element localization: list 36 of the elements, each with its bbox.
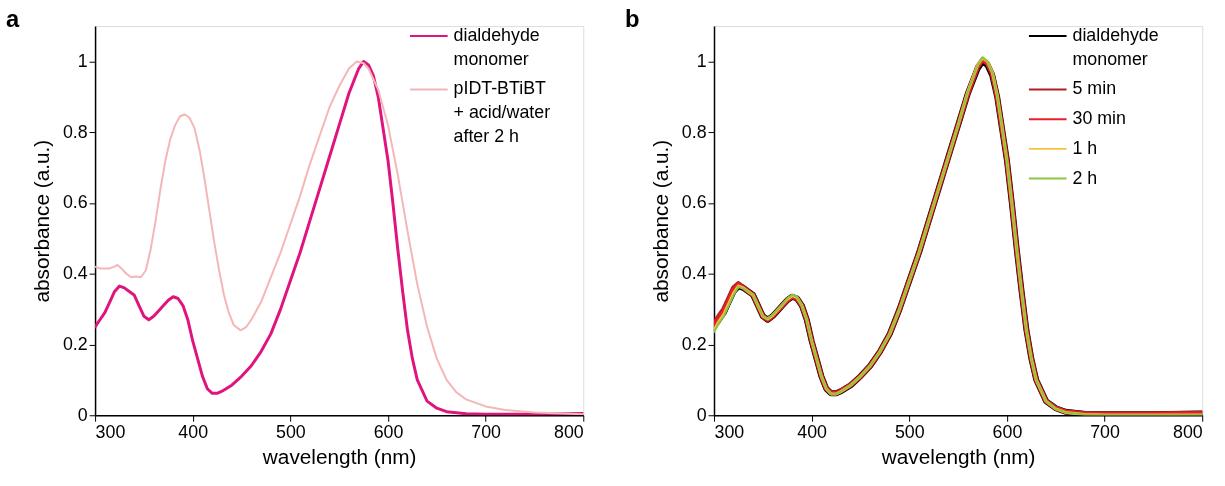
- x-tick-label: 800: [1172, 421, 1203, 442]
- legend-label: pIDT-BTiBT + acid/water after 2 h: [453, 78, 551, 146]
- y-tick-label: 1: [696, 50, 707, 71]
- y-tick-label: 0.8: [681, 121, 707, 142]
- chart-title: b: [624, 5, 640, 33]
- y-axis-title: absorbance (a.u.): [648, 139, 672, 303]
- x-axis-title: wavelength (nm): [261, 445, 417, 469]
- x-tick-label: 500: [275, 421, 306, 442]
- y-tick-label: 0.2: [62, 333, 88, 354]
- y-tick-label: 0.2: [681, 333, 707, 354]
- y-tick-label: 1: [77, 50, 88, 71]
- x-tick-label: 700: [471, 421, 502, 442]
- y-tick-label: 0: [77, 404, 88, 425]
- legend-label: 2 h: [1072, 167, 1098, 188]
- legend-label: 1 h: [1072, 137, 1098, 158]
- x-tick-label: 800: [554, 421, 584, 442]
- y-tick-label: 0.4: [62, 263, 88, 284]
- legend-label: 5 min: [1072, 78, 1117, 99]
- x-tick-label: 600: [992, 421, 1023, 442]
- y-axis-title: absorbance (a.u.): [30, 139, 53, 303]
- legend-label: dialdehyde monomer: [1072, 24, 1159, 69]
- x-tick-label: 400: [797, 421, 828, 442]
- chart-title: a: [5, 5, 20, 33]
- x-tick-label: 300: [95, 421, 126, 442]
- y-tick-label: 0: [696, 404, 707, 425]
- y-tick-label: 0.4: [681, 263, 707, 284]
- y-tick-label: 0.8: [62, 121, 88, 142]
- y-tick-label: 0.6: [681, 192, 707, 213]
- x-axis-title: wavelength (nm): [880, 445, 1036, 469]
- legend-label: 30 min: [1072, 108, 1126, 129]
- x-tick-label: 300: [714, 421, 745, 442]
- y-tick-label: 0.6: [62, 192, 88, 213]
- x-tick-label: 400: [178, 421, 209, 442]
- x-tick-label: 500: [894, 421, 925, 442]
- x-tick-label: 600: [373, 421, 404, 442]
- x-tick-label: 700: [1090, 421, 1121, 442]
